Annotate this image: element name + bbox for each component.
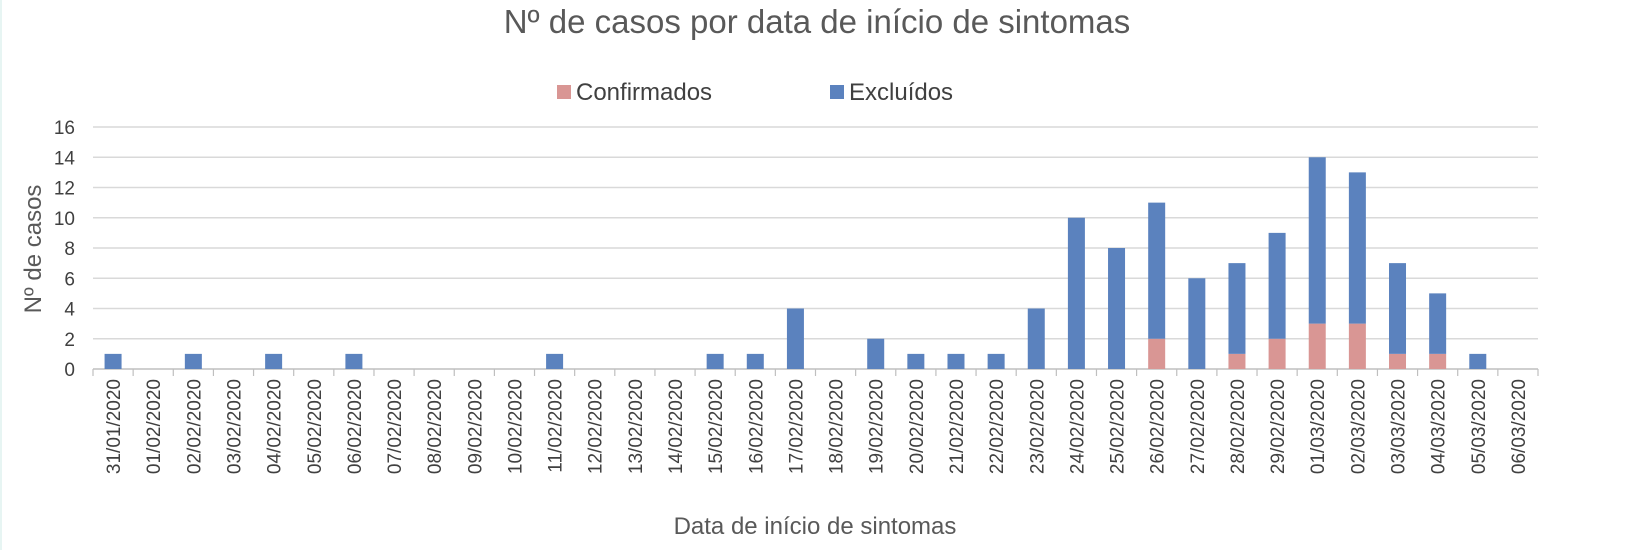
- x-tick-label: 10/02/2020: [505, 379, 526, 474]
- frame-edge: [0, 0, 2, 550]
- bar-excluidos: [1429, 293, 1447, 354]
- bar-excluidos: [786, 308, 804, 369]
- x-tick-label: 04/02/2020: [265, 379, 286, 474]
- bar-excluidos: [1228, 263, 1246, 354]
- x-axis-title: Data de início de sintomas: [674, 513, 957, 540]
- legend-label: Excluídos: [849, 79, 953, 106]
- y-tick-label: 12: [54, 179, 75, 200]
- x-tick-label: 16/02/2020: [746, 379, 767, 474]
- legend-swatch: [557, 85, 571, 99]
- bar-excluidos: [867, 338, 885, 369]
- bar-excluidos: [345, 353, 363, 369]
- x-tick-label: 22/02/2020: [987, 379, 1008, 474]
- x-tick-label: 13/02/2020: [626, 379, 647, 474]
- x-tick-label: 15/02/2020: [706, 379, 727, 474]
- x-tick-label: 05/02/2020: [305, 379, 326, 474]
- x-tick-label: 06/03/2020: [1509, 379, 1530, 474]
- x-tick-label: 03/02/2020: [224, 379, 245, 474]
- y-tick-label: 8: [64, 239, 75, 260]
- bar-excluidos: [184, 353, 202, 369]
- x-tick-labels: 31/01/2020 01/02/2020 02/02/2020 03/02/2020…: [104, 379, 1530, 474]
- bar-confirmados: [1228, 353, 1246, 369]
- legend: Confirmados Excluídos: [557, 79, 953, 106]
- x-tick-label: 29/02/2020: [1268, 379, 1289, 474]
- x-tick-label: 31/01/2020: [104, 379, 125, 474]
- x-tick-label: 27/02/2020: [1188, 379, 1209, 474]
- bar-confirmados: [1389, 353, 1407, 369]
- bar-confirmados: [1148, 338, 1166, 369]
- chart-title: Nº de casos por data de início de sintom…: [504, 3, 1131, 40]
- y-tick-label: 2: [64, 330, 75, 351]
- bar-excluidos: [1268, 232, 1286, 339]
- bar-confirmados: [1268, 338, 1286, 369]
- bar-excluidos: [746, 353, 764, 369]
- y-tick-label: 16: [54, 118, 75, 139]
- x-tick-label: 14/02/2020: [666, 379, 687, 474]
- x-tick-label: 20/02/2020: [907, 379, 928, 474]
- x-tick-label: 21/02/2020: [947, 379, 968, 474]
- bar-excluidos: [907, 353, 925, 369]
- x-tick-label: 05/03/2020: [1469, 379, 1490, 474]
- x-tick-label: 04/03/2020: [1429, 379, 1450, 474]
- y-tick-label: 10: [54, 209, 75, 230]
- bar-excluidos: [1148, 202, 1166, 339]
- legend-swatch: [830, 85, 844, 99]
- bar-excluidos: [1027, 308, 1045, 369]
- bar-excluidos: [1188, 278, 1206, 369]
- bar-excluidos: [987, 353, 1005, 369]
- x-tick-label: 09/02/2020: [465, 379, 486, 474]
- bar-excluidos: [947, 353, 965, 369]
- x-tick-label: 19/02/2020: [867, 379, 888, 474]
- x-tick-label: 07/02/2020: [385, 379, 406, 474]
- gridlines: [92, 126, 1539, 376]
- x-tick-label: 28/02/2020: [1228, 379, 1249, 474]
- x-tick-label: 08/02/2020: [425, 379, 446, 474]
- x-tick-label: 02/03/2020: [1348, 379, 1369, 474]
- y-tick-label: 6: [64, 269, 75, 290]
- x-tick-label: 03/03/2020: [1389, 379, 1410, 474]
- x-tick-label: 06/02/2020: [345, 379, 366, 474]
- bar-excluidos: [1067, 217, 1085, 369]
- x-tick-label: 24/02/2020: [1067, 379, 1088, 474]
- bar-confirmados: [1308, 323, 1326, 369]
- legend-label: Confirmados: [576, 79, 712, 106]
- y-tick-label: 0: [64, 360, 75, 381]
- x-tick-label: 25/02/2020: [1108, 379, 1129, 474]
- y-tick-label: 4: [64, 300, 75, 321]
- bar-excluidos: [1469, 353, 1487, 369]
- x-tick-label: 12/02/2020: [586, 379, 607, 474]
- bar-excluidos: [265, 353, 283, 369]
- bars: [104, 157, 1487, 369]
- x-tick-label: 11/02/2020: [546, 379, 567, 473]
- bar-excluidos: [1108, 248, 1126, 369]
- y-tick-label: 14: [54, 148, 76, 169]
- bar-excluidos: [104, 353, 122, 369]
- bar-confirmados: [1348, 323, 1366, 369]
- bar-excluidos: [1308, 157, 1326, 324]
- x-tick-label: 17/02/2020: [786, 379, 807, 474]
- bar-excluidos: [1389, 263, 1407, 354]
- x-tick-label: 23/02/2020: [1027, 379, 1048, 474]
- y-axis-title: Nº de casos: [20, 185, 47, 314]
- y-tick-labels: 0 2 4 6 8 10 12 14 16: [54, 118, 76, 381]
- bar-excluidos: [546, 353, 564, 369]
- x-tick-label: 01/03/2020: [1308, 379, 1329, 474]
- bar-excluidos: [1348, 172, 1366, 324]
- x-tick-label: 26/02/2020: [1148, 379, 1169, 474]
- x-tick-label: 02/02/2020: [184, 379, 205, 474]
- x-tick-label: 01/02/2020: [144, 379, 165, 474]
- bar-confirmados: [1429, 353, 1447, 369]
- bar-excluidos: [706, 353, 724, 369]
- x-tick-label: 18/02/2020: [827, 379, 848, 474]
